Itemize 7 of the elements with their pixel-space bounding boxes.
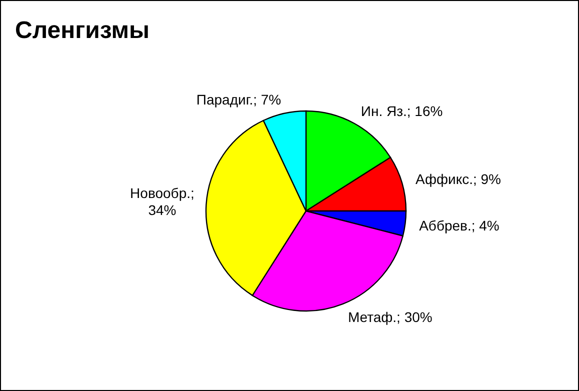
chart-title: Сленгизмы (15, 17, 150, 45)
slice-label: Аббрев.; 4% (419, 217, 500, 234)
slice-label: Новообр.; 34% (130, 184, 194, 218)
slice-label: Метаф.; 30% (348, 308, 432, 325)
slice-label: Парадиг.; 7% (196, 92, 282, 108)
slice-label: Ин. Яз.; 16% (360, 103, 443, 120)
slice-label: Аффикс.; 9% (415, 171, 502, 188)
